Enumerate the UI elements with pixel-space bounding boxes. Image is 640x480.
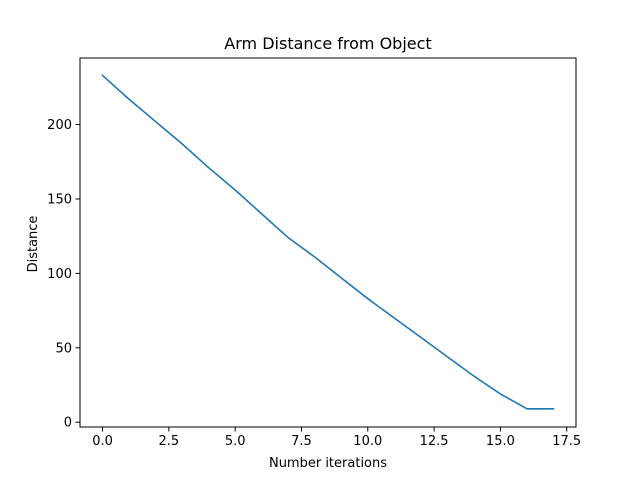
plot-frame bbox=[79, 57, 577, 428]
y-tick-label: 0 bbox=[64, 416, 72, 431]
x-tick-label: 10.0 bbox=[353, 434, 382, 449]
y-axis-label: Distance bbox=[26, 216, 41, 273]
x-tick-label: 15.0 bbox=[486, 434, 515, 449]
y-axis-ticks: 0 50 100 150 200 bbox=[47, 118, 80, 431]
chart-title: Arm Distance from Object bbox=[224, 34, 431, 53]
y-tick-label: 100 bbox=[47, 267, 72, 282]
x-axis-ticks: 0.0 2.5 5.0 7.5 10.0 12.5 15.0 17.5 bbox=[92, 427, 581, 449]
x-tick-label: 5.0 bbox=[225, 434, 246, 449]
y-tick-label: 200 bbox=[47, 118, 72, 133]
x-tick-label: 7.5 bbox=[291, 434, 312, 449]
y-tick-label: 150 bbox=[47, 192, 72, 207]
x-tick-label: 2.5 bbox=[159, 434, 180, 449]
x-tick-label: 12.5 bbox=[420, 434, 449, 449]
x-tick-label: 17.5 bbox=[552, 434, 581, 449]
y-tick-label: 50 bbox=[55, 341, 72, 356]
x-tick-label: 0.0 bbox=[92, 434, 113, 449]
x-axis-label: Number iterations bbox=[269, 456, 387, 471]
series-line-0 bbox=[101, 74, 555, 410]
plot-area bbox=[101, 74, 555, 410]
